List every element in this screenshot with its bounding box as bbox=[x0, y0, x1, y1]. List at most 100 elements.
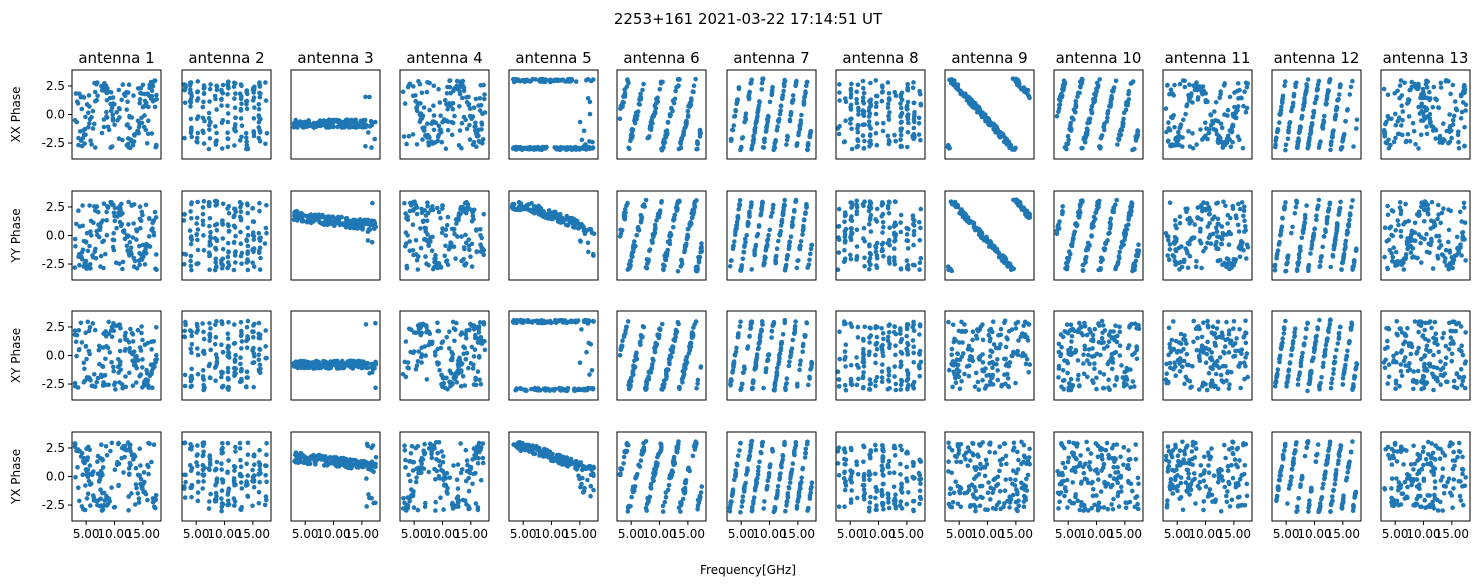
data-point bbox=[1174, 140, 1180, 146]
data-point bbox=[912, 218, 917, 223]
data-point bbox=[1416, 146, 1421, 151]
data-point bbox=[225, 353, 231, 358]
data-point bbox=[1091, 97, 1096, 102]
data-point bbox=[695, 264, 700, 270]
data-point bbox=[843, 96, 848, 101]
data-point bbox=[219, 87, 224, 93]
data-point bbox=[1072, 229, 1077, 235]
subplot-title: antenna 7 bbox=[733, 49, 809, 67]
data-point bbox=[646, 135, 652, 140]
data-point bbox=[481, 82, 486, 88]
data-point bbox=[119, 382, 125, 387]
data-point bbox=[1071, 236, 1076, 242]
y-tick-label: -2.5 bbox=[42, 257, 65, 271]
data-point bbox=[1242, 218, 1247, 223]
data-point bbox=[1302, 216, 1308, 221]
data-point bbox=[188, 104, 193, 109]
data-point bbox=[1245, 81, 1250, 86]
data-point bbox=[855, 82, 861, 88]
data-point bbox=[1432, 126, 1437, 132]
data-point bbox=[232, 213, 237, 218]
axes-frame bbox=[616, 190, 707, 281]
data-point bbox=[131, 93, 136, 98]
data-point bbox=[134, 237, 139, 242]
data-point bbox=[137, 97, 143, 102]
data-point bbox=[774, 128, 780, 133]
data-point bbox=[694, 198, 699, 203]
data-point bbox=[1237, 254, 1243, 260]
data-point bbox=[479, 122, 485, 127]
data-point bbox=[443, 243, 448, 249]
axes-frame bbox=[1053, 190, 1144, 281]
data-point bbox=[1308, 251, 1313, 256]
data-point bbox=[671, 224, 676, 230]
data-point bbox=[970, 99, 975, 105]
data-point bbox=[447, 78, 453, 83]
data-point bbox=[1307, 138, 1312, 143]
data-point bbox=[848, 104, 853, 110]
data-point bbox=[1455, 132, 1461, 138]
data-point bbox=[1078, 202, 1083, 208]
data-point bbox=[93, 255, 99, 261]
data-point bbox=[1282, 206, 1287, 211]
data-point bbox=[1314, 94, 1319, 100]
data-point bbox=[977, 106, 983, 112]
data-point bbox=[848, 116, 853, 122]
data-point bbox=[469, 219, 475, 224]
data-point bbox=[1221, 83, 1227, 88]
data-point bbox=[426, 142, 432, 148]
data-point bbox=[84, 266, 89, 271]
data-point bbox=[73, 91, 79, 96]
data-point bbox=[1295, 260, 1300, 266]
data-point bbox=[457, 128, 463, 133]
data-point bbox=[238, 96, 244, 102]
data-point bbox=[451, 227, 457, 233]
scatter-series bbox=[836, 198, 924, 273]
data-point bbox=[238, 320, 244, 325]
data-point bbox=[444, 258, 450, 263]
data-point bbox=[1446, 79, 1451, 84]
data-point bbox=[1055, 224, 1061, 229]
data-point bbox=[1425, 210, 1431, 216]
data-point bbox=[1393, 249, 1399, 255]
data-point bbox=[251, 334, 256, 340]
data-point bbox=[1303, 90, 1308, 96]
data-point bbox=[231, 223, 237, 229]
data-point bbox=[1084, 132, 1090, 137]
data-point bbox=[801, 226, 806, 231]
data-point bbox=[146, 243, 152, 249]
data-point bbox=[1236, 229, 1242, 234]
data-point bbox=[1302, 98, 1307, 104]
data-point bbox=[697, 131, 703, 136]
data-point bbox=[370, 200, 375, 206]
data-point bbox=[200, 222, 206, 227]
subplot-title: antenna 6 bbox=[623, 49, 699, 67]
data-point bbox=[94, 204, 100, 209]
data-point bbox=[188, 378, 194, 384]
data-point bbox=[127, 125, 132, 131]
data-point bbox=[873, 245, 879, 250]
data-point bbox=[1396, 115, 1402, 120]
data-point bbox=[138, 226, 143, 231]
data-point bbox=[124, 122, 130, 128]
data-point bbox=[225, 92, 230, 97]
data-point bbox=[201, 198, 207, 204]
data-point bbox=[109, 334, 115, 340]
subplot-r3-c3 bbox=[290, 310, 381, 401]
data-point bbox=[1283, 200, 1288, 205]
data-point bbox=[647, 126, 653, 132]
data-point bbox=[432, 259, 437, 265]
data-point bbox=[1419, 104, 1424, 109]
data-point bbox=[358, 223, 364, 228]
data-point bbox=[1093, 90, 1099, 95]
scatter-series bbox=[1381, 78, 1469, 151]
data-point bbox=[220, 82, 226, 88]
data-point bbox=[477, 139, 482, 145]
data-point bbox=[96, 343, 102, 349]
data-point bbox=[842, 234, 848, 240]
axes-frame bbox=[1053, 69, 1144, 160]
data-point bbox=[474, 227, 479, 232]
data-point bbox=[881, 120, 886, 126]
data-point bbox=[1136, 242, 1141, 247]
data-point bbox=[442, 253, 448, 259]
